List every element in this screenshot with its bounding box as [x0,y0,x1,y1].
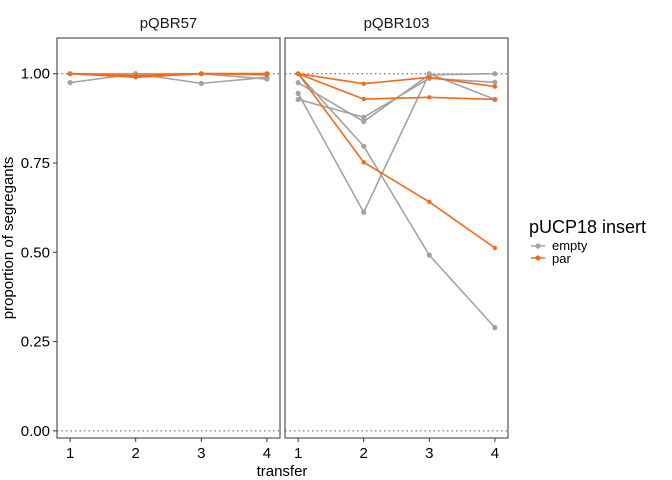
legend: pUCP18 insert empty par [529,217,646,266]
x-axis: 1 2 3 4 1 2 3 4 [66,438,499,462]
series-line-pqbr103-empty-3 [297,73,496,329]
data-point-pqbr103-par-6-0 [295,71,301,76]
data-point-pqbr57-empty-2-3 [264,76,270,82]
x-tick-label: 3 [425,445,433,462]
data-point-pqbr57-par-5-0 [67,71,73,76]
data-point-pqbr103-empty-0-1 [361,209,367,215]
data-point-pqbr103-par-4-2 [427,199,432,205]
data-point-pqbr103-empty-2-0 [295,80,301,86]
series-line-pqbr103-empty-0 [297,72,496,214]
x-tick-label: 4 [263,445,271,462]
data-point-pqbr103-par-5-3 [492,97,498,102]
data-point-pqbr103-empty-1-1 [361,114,367,120]
data-point-pqbr103-par-6-3 [492,84,498,89]
series-line-pqbr57-par-5 [70,72,267,79]
data-point-pqbr57-par-5-2 [199,71,204,76]
data-point-pqbr103-empty-1-0 [295,96,301,103]
y-tick-label: 0.50 [21,244,50,261]
x-tick-label: 2 [132,445,140,462]
data-point-pqbr103-empty-2-3 [492,71,498,77]
data-point-pqbr103-par-4-3 [492,245,498,251]
data-point-pqbr103-empty-1-3 [492,79,498,85]
series-line-pqbr103-par-5 [297,72,495,101]
data-point-pqbr103-par-6-2 [427,75,432,80]
data-point-pqbr103-empty-2-1 [361,118,367,125]
series-line-pqbr103-par-6 [297,72,495,88]
x-tick-label: 1 [294,445,302,462]
data-point-pqbr57-par-5-1 [133,75,138,80]
data-point-pqbr103-empty-3-3 [492,325,498,331]
data-point-pqbr57-par-5-3 [264,71,270,76]
data-point-pqbr103-par-5-2 [427,95,432,100]
data-point-pqbr103-par-4-1 [361,160,366,165]
panel-pqbr57 [57,71,280,432]
legend-label-par: par [552,251,571,266]
series-line-pqbr103-par-4 [297,73,496,249]
data-point-pqbr103-empty-3-2 [426,252,432,258]
x-tick-label: 2 [360,445,368,462]
data-point-pqbr103-par-5-1 [361,96,366,102]
y-axis-title: proportion of segregants [0,157,17,320]
x-tick-label: 3 [197,445,205,462]
series-line-pqbr57-empty-0 [70,72,267,85]
data-point-pqbr103-empty-0-0 [295,90,301,96]
y-axis: 0.00 0.25 0.50 0.75 1.00 [21,66,57,440]
legend-key-par-point [535,255,541,261]
y-tick-label: 0.75 [21,155,50,172]
data-point-pqbr57-empty-0-0 [67,80,73,86]
legend-title: pUCP18 insert [529,217,646,237]
legend-label-empty: empty [552,238,588,253]
panel-pqbr103 [285,71,508,432]
data-point-pqbr103-par-6-1 [361,81,366,86]
y-tick-label: 1.00 [21,66,50,83]
x-tick-label: 4 [491,445,499,462]
x-tick-label: 1 [66,445,74,462]
panel-frame-pqbr103 [284,37,509,439]
data-point-pqbr57-empty-0-2 [198,80,204,86]
legend-key-empty-point [535,243,541,249]
x-axis-title: transfer [257,463,308,480]
data-point-pqbr103-empty-3-1 [361,143,367,149]
panel-title-pqbr103: pQBR103 [364,15,430,32]
y-tick-label: 0.25 [21,334,50,351]
panel-frame-pqbr57 [56,37,281,439]
y-tick-label: 0.00 [21,423,50,440]
panel-title-pqbr57: pQBR57 [140,15,198,32]
